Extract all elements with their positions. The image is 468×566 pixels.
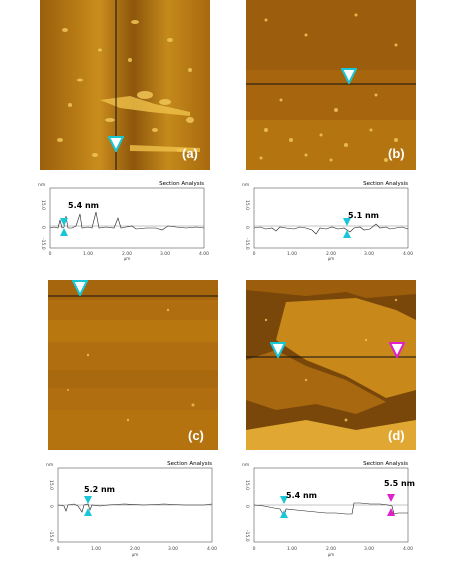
y-tick: -15.0 xyxy=(40,238,46,250)
cursor-marker-icon xyxy=(60,228,68,236)
section-title: Section Analysis xyxy=(167,461,212,467)
section-plot-c: Section Analysis nm 15.0 0 -15.0 5.2 nm … xyxy=(44,458,220,558)
y-tick: -15.0 xyxy=(48,530,54,542)
section-title: Section Analysis xyxy=(363,181,408,187)
x-tick: 0 xyxy=(253,251,256,257)
y-unit: nm xyxy=(242,463,249,468)
x-tick: 1.00 xyxy=(287,251,297,257)
x-tick: 3.00 xyxy=(364,251,374,257)
cursor-marker-icon xyxy=(341,68,357,84)
x-tick: 3.00 xyxy=(160,251,170,257)
section-plot-d: Section Analysis nm 15.0 0 -15.0 5.4 nm … xyxy=(240,458,416,558)
y-tick: 0 xyxy=(244,505,250,508)
x-tick: 0 xyxy=(253,546,256,552)
x-tick: 4.00 xyxy=(207,546,217,552)
x-tick: 1.00 xyxy=(83,251,93,257)
cursor-marker-icon xyxy=(389,342,405,358)
x-unit: µm xyxy=(124,256,131,261)
cursor-marker-icon xyxy=(387,494,395,502)
x-tick: 2.00 xyxy=(326,546,336,552)
section-title: Section Analysis xyxy=(159,181,204,187)
afm-image-c: (c) xyxy=(48,280,218,450)
panel-label-a: (a) xyxy=(182,146,198,161)
section-plot-a: Section Analysis nm 15.0 0 -15.0 5.4 nm … xyxy=(36,178,212,276)
panel-label-b: (b) xyxy=(388,146,405,161)
x-tick: 4.00 xyxy=(403,546,413,552)
step-height-label-2: 5.5 nm xyxy=(384,479,415,488)
cursor-marker-icon xyxy=(270,342,286,358)
y-tick: 15.0 xyxy=(40,200,46,210)
x-tick: 4.00 xyxy=(199,251,209,257)
afm-image-d: (d) xyxy=(246,280,416,450)
x-tick: 1.00 xyxy=(91,546,101,552)
x-unit: µm xyxy=(328,552,335,557)
y-tick: 15.0 xyxy=(48,480,54,490)
x-tick: 0 xyxy=(57,546,60,552)
afm-image-b: (b) xyxy=(246,0,416,170)
y-tick: 0 xyxy=(40,226,46,229)
x-tick: 1.00 xyxy=(287,546,297,552)
y-tick: 15.0 xyxy=(244,200,250,210)
y-unit: nm xyxy=(38,183,45,188)
y-unit: nm xyxy=(242,183,249,188)
x-tick: 0 xyxy=(49,251,52,257)
cursor-marker-icon xyxy=(343,218,351,226)
y-tick: 0 xyxy=(48,505,54,508)
y-tick: -15.0 xyxy=(244,530,250,542)
x-tick: 2.00 xyxy=(326,251,336,257)
step-height-label: 5.4 nm xyxy=(68,201,99,210)
x-unit: µm xyxy=(132,552,139,557)
x-tick: 2.00 xyxy=(122,251,132,257)
y-tick: -15.0 xyxy=(244,238,250,250)
y-tick: 0 xyxy=(244,226,250,229)
x-tick: 3.00 xyxy=(364,546,374,552)
cursor-marker-icon xyxy=(84,496,92,504)
cursor-marker-icon xyxy=(84,508,92,516)
x-tick: 4.00 xyxy=(403,251,413,257)
afm-image-a: (a) xyxy=(40,0,210,170)
cursor-marker-icon xyxy=(72,280,88,296)
cursor-marker-icon xyxy=(108,136,124,152)
step-height-label: 5.2 nm xyxy=(84,485,115,494)
cursor-marker-icon xyxy=(60,218,68,226)
y-unit: nm xyxy=(46,463,53,468)
y-tick: 15.0 xyxy=(244,480,250,490)
cursor-marker-icon xyxy=(280,496,288,504)
section-plot-b: Section Analysis nm 15.0 0 -15.0 5.1 nm … xyxy=(240,178,416,276)
panel-label-d: (d) xyxy=(388,428,405,443)
panel-label-c: (c) xyxy=(188,428,204,443)
cursor-marker-icon xyxy=(387,508,395,516)
x-tick: 3.00 xyxy=(168,546,178,552)
x-tick: 2.00 xyxy=(130,546,140,552)
cursor-marker-icon xyxy=(343,230,351,238)
step-height-label: 5.4 nm xyxy=(286,491,317,500)
section-title: Section Analysis xyxy=(363,461,408,467)
step-height-label: 5.1 nm xyxy=(348,211,379,220)
cursor-marker-icon xyxy=(280,510,288,518)
x-unit: µm xyxy=(328,256,335,261)
